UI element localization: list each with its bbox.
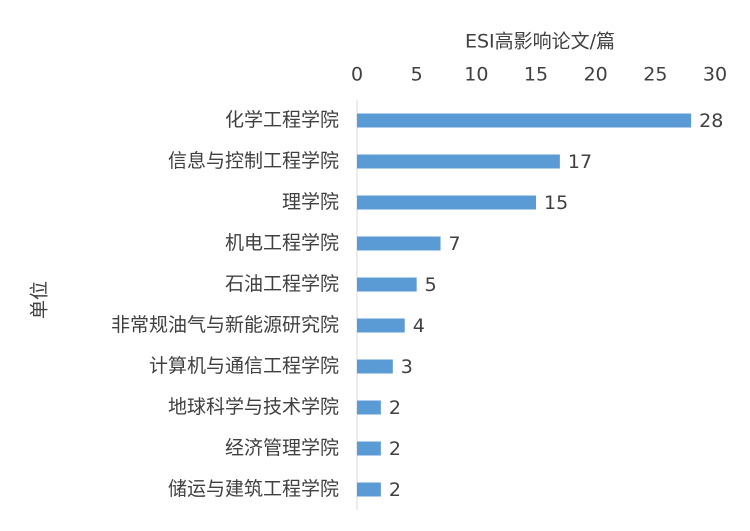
value-label: 2 bbox=[389, 397, 401, 419]
y-tick-label: 经济管理学院 bbox=[225, 437, 339, 459]
x-tick-label: 10 bbox=[464, 64, 488, 86]
value-label: 28 bbox=[699, 110, 723, 132]
x-axis-title: ESI高影响论文/篇 bbox=[465, 31, 615, 53]
y-axis-title: 单位 bbox=[29, 281, 51, 319]
y-tick-label: 石油工程学院 bbox=[225, 273, 339, 295]
x-tick-label: 0 bbox=[351, 64, 363, 86]
x-tick-label: 15 bbox=[524, 64, 548, 86]
y-tick-label: 计算机与通信工程学院 bbox=[149, 355, 339, 377]
y-tick-label: 理学院 bbox=[282, 191, 339, 213]
bar bbox=[357, 318, 405, 333]
y-tick-label: 信息与控制工程学院 bbox=[168, 150, 339, 172]
bar bbox=[357, 236, 441, 251]
value-label: 3 bbox=[401, 356, 413, 378]
bar bbox=[357, 195, 536, 210]
x-tick-label: 30 bbox=[703, 64, 727, 86]
bar bbox=[357, 113, 692, 128]
bar bbox=[357, 154, 560, 169]
bar bbox=[357, 482, 381, 497]
bar bbox=[357, 359, 393, 374]
value-label: 17 bbox=[568, 151, 592, 173]
y-tick-label: 机电工程学院 bbox=[225, 232, 339, 254]
y-tick-label: 化学工程学院 bbox=[225, 109, 339, 131]
value-label: 5 bbox=[425, 274, 437, 296]
value-label: 7 bbox=[449, 233, 461, 255]
x-tick-label: 5 bbox=[411, 64, 423, 86]
value-label: 4 bbox=[413, 315, 425, 337]
value-label: 15 bbox=[544, 192, 568, 214]
value-label: 2 bbox=[389, 479, 401, 501]
value-label: 2 bbox=[389, 438, 401, 460]
y-tick-label: 地球科学与技术学院 bbox=[168, 396, 339, 418]
y-tick-label: 非常规油气与新能源研究院 bbox=[111, 314, 339, 336]
bar bbox=[357, 441, 381, 456]
y-tick-label: 储运与建筑工程学院 bbox=[168, 478, 339, 500]
x-tick-label: 25 bbox=[643, 64, 667, 86]
x-tick-label: 20 bbox=[584, 64, 608, 86]
bar bbox=[357, 400, 381, 415]
bar bbox=[357, 277, 417, 292]
